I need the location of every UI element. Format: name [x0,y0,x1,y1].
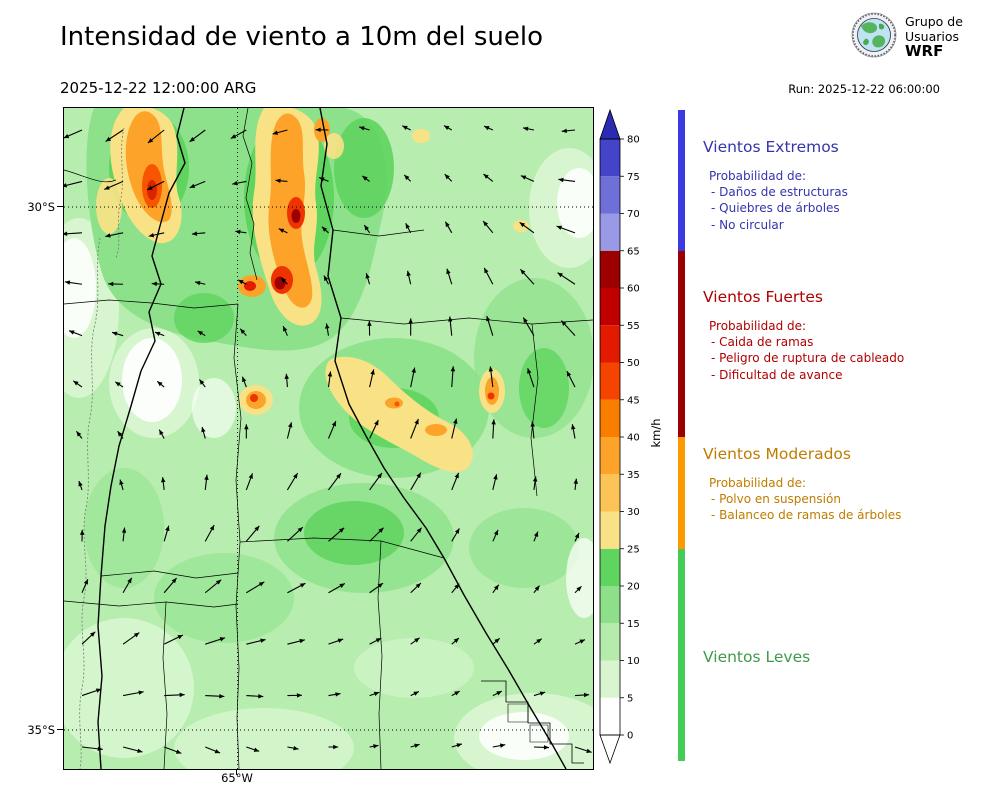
colorbar-tick-label: 70 [627,209,640,220]
globe-icon [851,12,897,58]
colorbar-tick-label: 75 [627,172,640,183]
legend-item: - Balanceo de ramas de árboles [711,508,902,523]
legend-strip-segment [678,110,685,251]
colorbar-segment [600,511,620,549]
legend-subtitle: Probabilidad de: [709,169,807,183]
legend-title: Vientos Moderados [703,445,851,463]
colorbar-tick-label: 80 [627,135,640,146]
colorbar-tick-label: 30 [627,507,640,518]
colorbar-tick-label: 20 [627,582,640,593]
legend-strip-segment [678,549,685,761]
legend-item: - Quiebres de árboles [711,201,840,216]
legend-title: Vientos Leves [703,648,811,666]
colorbar-tick-label: 25 [627,544,640,555]
ytick-mark-35s [57,729,63,730]
colorbar-tick-label: 55 [627,321,640,332]
ytick-label-35s: 35°S [27,723,55,737]
colorbar-tick-label: 15 [627,619,640,630]
legend-item: - Caida de ramas [711,335,814,349]
graticule [64,108,593,769]
logo-text: Grupo de Usuarios WRF [905,12,963,59]
colorbar-segment [600,437,620,475]
legend-subtitle: Probabilidad de: [709,319,807,333]
colorbar-tick-label: 60 [627,284,640,295]
colorbar-tick-label: 65 [627,246,640,257]
colorbar-over-arrow [599,108,621,140]
map-frame [39,100,614,788]
colorbar-unit-label: km/h [649,418,663,448]
legend-strip-segment [678,251,685,437]
legend-item: - Dificultad de avance [711,367,843,382]
legend-vientos-moderados: Vientos Moderados Probabilidad de: - Pol… [703,445,993,524]
colorbar-tick-label: 0 [627,731,633,742]
legend-vientos-extremos: Vientos Extremos Probabilidad de: - Daño… [703,138,993,233]
wrf-logo: Grupo de Usuarios WRF [851,12,963,59]
colorbar-segment [600,548,620,586]
colorbar-segment [600,213,620,251]
legend-strip-segment [678,437,685,549]
colorbar-tick-label: 5 [627,693,633,704]
logo-text-line2: Usuarios [905,29,960,44]
colorbar-segment [600,325,620,363]
colorbar-tick-label: 45 [627,395,640,406]
ytick-mark-30s [57,206,63,207]
colorbar-segment [600,474,620,512]
legend-vientos-fuertes: Vientos Fuertes Probabilidad de: - Caida… [703,288,993,383]
colorbar-segment [600,250,620,288]
colorbar: 0 5 10 15 20 25 30 35 40 45 50 55 60 65 70 75 80 [599,108,640,765]
legend-color-strip [678,110,685,761]
legend-item: - Daños de estructuras [711,185,848,199]
colorbar-segment [600,362,620,400]
colorbar-segment [600,399,620,437]
legend-subtitle: Probabilidad de: [709,476,807,490]
wind-field-map [39,100,614,788]
ytick-label-30s: 30°S [27,200,55,214]
colorbar-segment [600,176,620,214]
legend-item: - Polvo en suspensión [711,492,841,506]
logo-text-line1: Grupo de [905,14,963,29]
xtick-mark-65w [236,770,237,775]
page-title: Intensidad de viento a 10m del suelo [60,22,544,52]
legend-item: - Peligro de ruptura de cableado [711,351,905,366]
legend-vientos-leves: Vientos Leves [703,648,993,679]
logo-text-wrf: WRF [905,42,944,60]
river-lines [79,127,125,770]
colorbar-segment [600,623,620,661]
xtick-label-65w: 65°W [221,771,253,785]
legend-title: Vientos Fuertes [703,288,823,306]
legend-item: - No circular [711,217,784,232]
wind-arrows [61,125,592,754]
colorbar-tick-label: 50 [627,358,640,369]
province-borders [63,107,594,770]
colorbar-segment [600,660,620,698]
colorbar-segment [600,697,620,735]
colorbar-tick-label: 35 [627,470,640,481]
colorbar-segment [600,586,620,624]
colorbar-under-arrow [599,734,621,765]
legend-title: Vientos Extremos [703,138,839,156]
colorbar-segment [600,139,620,177]
colorbar-tick-label: 40 [627,433,640,444]
colorbar-tick-label: 10 [627,656,640,667]
valid-time-label: 2025-12-22 12:00:00 ARG [60,79,257,97]
colorbar-segment [600,288,620,326]
model-run-label: Run: 2025-12-22 06:00:00 [788,82,940,96]
